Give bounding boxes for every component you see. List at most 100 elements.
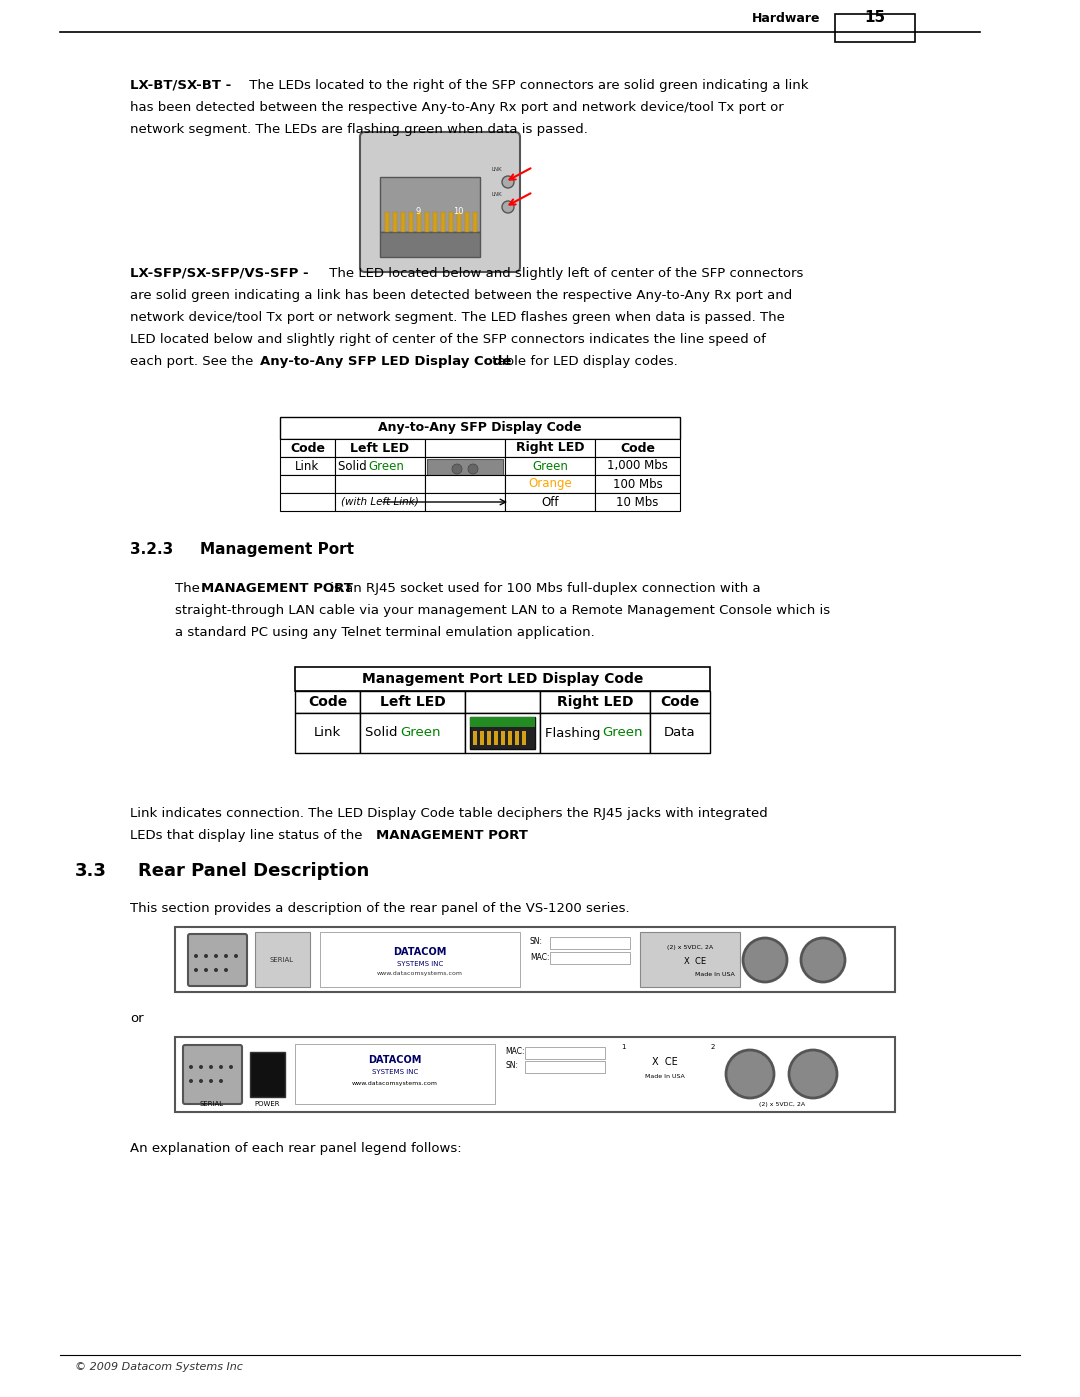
Text: Data: Data <box>664 726 696 739</box>
Text: Management Port LED Display Code: Management Port LED Display Code <box>362 672 644 686</box>
Text: DATACOM: DATACOM <box>393 947 447 957</box>
Text: straight-through LAN cable via your management LAN to a Remote Management Consol: straight-through LAN cable via your mana… <box>175 604 831 617</box>
Text: has been detected between the respective Any-to-Any Rx port and network device/t: has been detected between the respective… <box>130 101 784 115</box>
Bar <box>540 692 650 712</box>
FancyBboxPatch shape <box>183 1045 242 1104</box>
Bar <box>461 479 464 489</box>
Bar <box>501 731 505 745</box>
Bar <box>515 731 519 745</box>
Text: 10 Mbs: 10 Mbs <box>617 496 659 509</box>
Bar <box>380 177 480 232</box>
Bar <box>540 712 650 753</box>
Bar <box>426 212 429 232</box>
Bar <box>473 212 477 232</box>
Bar <box>426 457 505 475</box>
Text: This section provides a description of the rear panel of the VS-1200 series.: This section provides a description of t… <box>130 902 630 915</box>
Bar <box>505 457 595 475</box>
Bar <box>456 479 459 489</box>
Bar <box>384 212 389 232</box>
Text: MANAGEMENT PORT: MANAGEMENT PORT <box>376 828 528 842</box>
Text: Any-to-Any SFP Display Code: Any-to-Any SFP Display Code <box>378 422 582 434</box>
Circle shape <box>204 954 208 958</box>
Text: X  CE: X CE <box>684 957 706 967</box>
Bar <box>465 712 540 753</box>
Bar <box>175 928 895 992</box>
Text: Off: Off <box>541 496 558 509</box>
Text: 2: 2 <box>711 1044 715 1051</box>
Circle shape <box>199 1065 203 1069</box>
Text: Made In USA: Made In USA <box>696 971 734 977</box>
Bar <box>550 951 630 964</box>
Circle shape <box>199 1078 203 1083</box>
Text: SYSTEMS INC: SYSTEMS INC <box>372 1069 418 1076</box>
Circle shape <box>219 1078 222 1083</box>
Text: Management Port: Management Port <box>200 542 354 557</box>
Bar <box>280 493 335 511</box>
Circle shape <box>726 1051 774 1098</box>
Text: is an RJ45 socket used for 100 Mbs full-duplex connection with a: is an RJ45 socket used for 100 Mbs full-… <box>326 583 760 595</box>
Circle shape <box>229 1065 233 1069</box>
Text: SYSTEMS INC: SYSTEMS INC <box>396 961 443 967</box>
Text: The LEDs located to the right of the SFP connectors are solid green indicating a: The LEDs located to the right of the SFP… <box>245 80 809 92</box>
Circle shape <box>194 968 198 972</box>
Bar <box>380 232 480 257</box>
Text: SERIAL: SERIAL <box>200 1101 224 1106</box>
Text: LNK: LNK <box>492 168 502 172</box>
Text: a standard PC using any Telnet terminal emulation application.: a standard PC using any Telnet terminal … <box>175 626 595 638</box>
Bar <box>335 475 426 493</box>
Circle shape <box>502 201 514 212</box>
Bar <box>295 712 360 753</box>
Circle shape <box>801 937 845 982</box>
Text: network segment. The LEDs are flashing green when data is passed.: network segment. The LEDs are flashing g… <box>130 123 588 136</box>
Text: Left LED: Left LED <box>351 441 409 454</box>
Text: Solid: Solid <box>365 726 402 739</box>
Bar <box>280 439 335 457</box>
FancyBboxPatch shape <box>188 935 247 986</box>
Bar <box>522 731 526 745</box>
Text: each port. See the: each port. See the <box>130 355 258 367</box>
Bar <box>835 14 915 42</box>
Text: Green: Green <box>602 726 643 739</box>
Text: Link: Link <box>295 460 320 472</box>
Bar <box>505 475 595 493</box>
Text: table for LED display codes.: table for LED display codes. <box>488 355 678 367</box>
Bar <box>409 212 413 232</box>
Text: © 2009 Datacom Systems Inc: © 2009 Datacom Systems Inc <box>75 1362 243 1372</box>
Bar <box>595 439 680 457</box>
Bar <box>487 731 491 745</box>
Text: SN:: SN: <box>530 937 543 947</box>
Text: 1: 1 <box>621 1044 625 1051</box>
Text: Orange: Orange <box>528 478 572 490</box>
Circle shape <box>214 954 218 958</box>
Bar <box>451 479 454 489</box>
Text: Green: Green <box>400 726 441 739</box>
Circle shape <box>453 464 462 474</box>
Text: (with Left Link): (with Left Link) <box>341 497 419 507</box>
Text: Green: Green <box>368 460 404 472</box>
Bar <box>449 212 453 232</box>
Circle shape <box>189 1065 193 1069</box>
Text: SERIAL: SERIAL <box>270 957 294 963</box>
Circle shape <box>210 1065 213 1069</box>
Text: SN:: SN: <box>505 1062 518 1070</box>
Bar <box>295 692 360 712</box>
Text: 9: 9 <box>416 207 420 217</box>
Circle shape <box>219 1065 222 1069</box>
Text: .: . <box>498 828 502 842</box>
Bar <box>595 475 680 493</box>
Text: Hardware: Hardware <box>752 13 820 25</box>
Bar <box>640 932 740 988</box>
Text: Solid: Solid <box>338 460 370 472</box>
Text: LX-BT/SX-BT -: LX-BT/SX-BT - <box>130 80 231 92</box>
Text: (2) x 5VDC, 2A: (2) x 5VDC, 2A <box>667 944 713 950</box>
Text: Any-to-Any SFP LED Display Code: Any-to-Any SFP LED Display Code <box>260 355 511 367</box>
Bar <box>457 212 461 232</box>
Bar <box>505 439 595 457</box>
Circle shape <box>194 954 198 958</box>
Text: Right LED: Right LED <box>557 694 633 710</box>
Bar <box>505 493 595 511</box>
Circle shape <box>214 968 218 972</box>
Bar <box>417 212 421 232</box>
Bar <box>446 479 449 489</box>
Text: LED located below and slightly right of center of the SFP connectors indicates t: LED located below and slightly right of … <box>130 332 766 346</box>
